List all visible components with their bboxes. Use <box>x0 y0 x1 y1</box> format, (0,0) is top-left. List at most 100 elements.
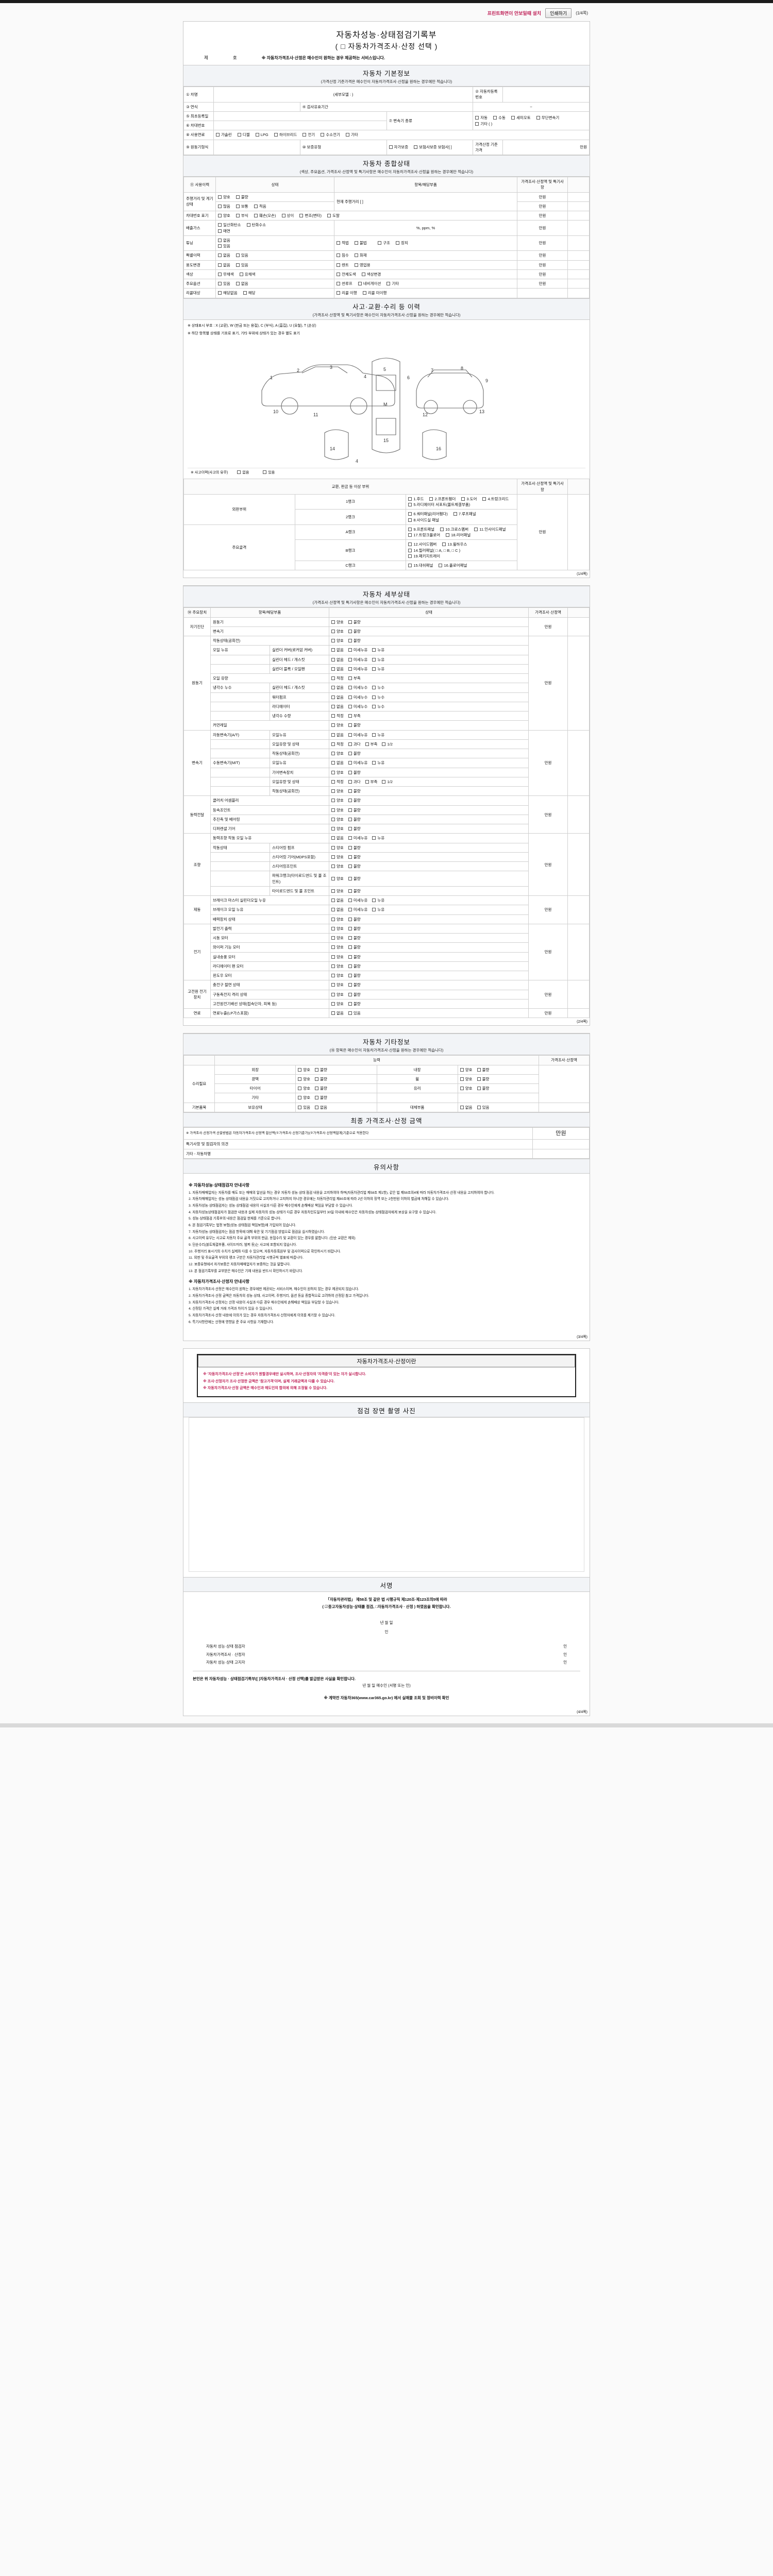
checkbox-icon[interactable] <box>299 214 304 217</box>
checkbox-icon[interactable] <box>348 955 352 959</box>
detail-price-value[interactable] <box>567 895 590 924</box>
rank-1-items[interactable]: 1.후드 2.프론트휀더 3.도어 4.트렁크리드 5.라디에이터 서포트(볼트… <box>406 494 517 510</box>
checkbox-icon[interactable] <box>348 789 352 793</box>
checkbox-icon[interactable] <box>337 282 340 285</box>
signature-role-row[interactable]: 자동차 성능·상태 고지자 인 <box>193 1658 580 1667</box>
checkbox-icon[interactable] <box>331 926 335 930</box>
detail-state-options[interactable]: 양호 불량 <box>329 805 529 815</box>
row-vin-value[interactable] <box>567 210 590 221</box>
option-미세누수[interactable]: 미세누수 <box>348 685 367 690</box>
option-불량[interactable]: 불량 <box>477 1076 489 1082</box>
detail-price-value[interactable] <box>567 617 590 637</box>
checkbox-icon[interactable] <box>453 512 457 516</box>
checkbox-icon[interactable] <box>440 527 444 531</box>
row-emission-value[interactable] <box>567 220 590 236</box>
checkbox-icon[interactable] <box>358 282 362 285</box>
detail-state-options[interactable]: 양호 불량 <box>329 914 529 924</box>
checkbox-icon[interactable] <box>331 695 335 699</box>
checkbox-icon[interactable] <box>236 214 240 217</box>
checkbox-icon[interactable] <box>337 263 340 267</box>
row-mileage-value-1[interactable] <box>567 192 590 202</box>
row-recall-value[interactable] <box>567 288 590 298</box>
option-불량[interactable]: 불량 <box>315 1086 327 1091</box>
checkbox-icon[interactable] <box>348 752 352 756</box>
option-누유[interactable]: 누유 <box>372 907 384 912</box>
row-options-value[interactable] <box>567 278 590 289</box>
option-1/2[interactable]: 1/2 <box>382 741 393 747</box>
option-누유[interactable]: 누유 <box>372 657 384 663</box>
final-maker-value[interactable] <box>532 1148 590 1159</box>
option-있음[interactable]: 있음 <box>298 1105 310 1110</box>
option-양호[interactable]: 양호 <box>331 876 344 882</box>
checkbox-icon[interactable] <box>331 908 335 912</box>
option-없음[interactable]: 없음 <box>315 1105 327 1110</box>
option-양호[interactable]: 양호 <box>331 788 344 794</box>
option-불량[interactable]: 불량 <box>348 963 361 969</box>
checkbox-icon[interactable] <box>298 1087 302 1091</box>
rank-a-items[interactable]: 9.프론트패널 10.크로스멤버 11.인사이드패널 17.트렁크플로어 18.… <box>406 524 517 540</box>
field-year-value[interactable] <box>213 101 300 112</box>
option-양호[interactable]: 양호 <box>331 1001 344 1007</box>
option-불량[interactable]: 불량 <box>348 798 361 803</box>
option-누수[interactable]: 누수 <box>372 694 384 700</box>
checkbox-icon[interactable] <box>348 908 352 912</box>
detail-state-options[interactable]: 양호 불량 <box>329 989 529 999</box>
final-note-value[interactable] <box>532 1139 590 1149</box>
detail-state-options[interactable]: 양호 불량 <box>329 852 529 862</box>
option-없음[interactable]: 없음 <box>331 704 344 709</box>
checkbox-icon[interactable] <box>218 229 222 233</box>
checkbox-icon[interactable] <box>218 238 222 242</box>
option-누수[interactable]: 누수 <box>372 704 384 709</box>
checkbox-icon[interactable] <box>348 742 352 746</box>
checkbox-icon[interactable] <box>236 204 240 208</box>
checkbox-icon[interactable] <box>365 742 369 746</box>
row-mileage-item[interactable]: 현재 주행거리 [ ] <box>334 192 517 211</box>
option-누유[interactable]: 누유 <box>372 666 384 672</box>
checkbox-icon[interactable] <box>474 527 478 531</box>
checkbox-icon[interactable] <box>331 945 335 950</box>
checkbox-icon[interactable] <box>331 992 335 996</box>
buyer-sign-line[interactable]: 년 월 일 매수인 (서명 또는 인) <box>362 1683 411 1688</box>
checkbox-icon[interactable] <box>331 667 335 671</box>
checkbox-icon[interactable] <box>218 272 222 276</box>
checkbox-icon[interactable] <box>511 116 515 120</box>
checkbox-icon[interactable] <box>372 761 376 765</box>
checkbox-icon[interactable] <box>331 865 335 869</box>
option-적정[interactable]: 적정 <box>331 779 344 785</box>
checkbox-icon[interactable] <box>408 554 412 558</box>
etc-cell-options[interactable]: 양호 불량 <box>457 1074 540 1084</box>
checkbox-icon[interactable] <box>482 497 486 501</box>
row-options-item[interactable]: 썬루프 네비게이션 기타 <box>334 278 517 289</box>
option-양호[interactable]: 양호 <box>460 1067 473 1073</box>
detail-state-options[interactable]: 양호 불량 <box>329 814 529 825</box>
option-미세누유[interactable]: 미세누유 <box>348 647 367 653</box>
checkbox-icon[interactable] <box>348 889 352 893</box>
checkbox-icon[interactable] <box>354 241 358 245</box>
detail-state-options[interactable]: 적정 부족 <box>329 673 529 684</box>
checkbox-icon[interactable] <box>389 145 393 149</box>
checkbox-icon[interactable] <box>331 704 335 708</box>
option-불량[interactable]: 불량 <box>348 854 361 860</box>
option-없음[interactable]: 없음 <box>331 666 344 672</box>
detail-price-value[interactable] <box>567 980 590 1009</box>
checkbox-icon[interactable] <box>408 512 412 516</box>
checkbox-icon[interactable] <box>372 686 376 690</box>
checkbox-icon[interactable] <box>331 936 335 940</box>
option-불량[interactable]: 불량 <box>348 876 361 882</box>
option-양호[interactable]: 양호 <box>331 917 344 922</box>
option-누유[interactable]: 누유 <box>372 835 384 841</box>
photo-area[interactable] <box>189 1417 584 1572</box>
checkbox-icon[interactable] <box>331 761 335 765</box>
option-양호[interactable]: 양호 <box>331 982 344 988</box>
checkbox-icon[interactable] <box>408 503 412 507</box>
final-price-unit[interactable]: 만원 <box>532 1127 590 1140</box>
option-없음[interactable]: 없음 <box>331 760 344 766</box>
option-불량[interactable]: 불량 <box>348 1001 361 1007</box>
option-적정[interactable]: 적정 <box>331 741 344 747</box>
option-누유[interactable]: 누유 <box>372 647 384 653</box>
option-미세누유[interactable]: 미세누유 <box>348 907 367 912</box>
option-미세누수[interactable]: 미세누수 <box>348 694 367 700</box>
detail-state-options[interactable]: 없음 미세누유 누유 <box>329 758 529 768</box>
checkbox-icon[interactable] <box>348 1002 352 1006</box>
detail-state-options[interactable]: 없음 미세누유 누유 <box>329 654 529 665</box>
